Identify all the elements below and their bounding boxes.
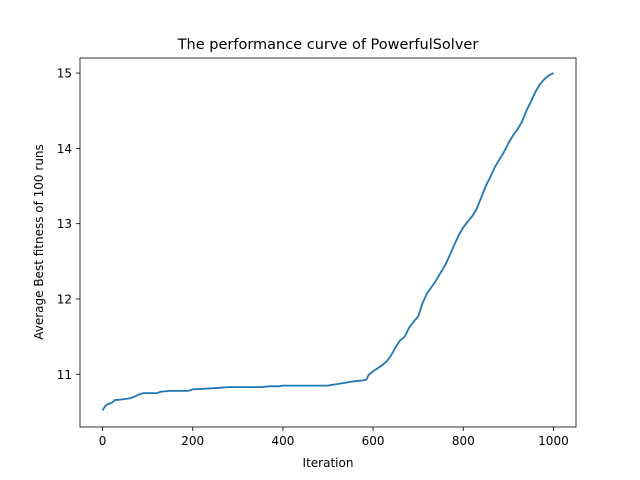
series-line xyxy=(101,72,554,411)
y-axis-label: Average Best fitness of 100 runs xyxy=(32,144,46,340)
y-tick-label: 13 xyxy=(57,217,72,231)
plot-area xyxy=(101,72,554,411)
x-tick-label: 0 xyxy=(99,434,107,448)
y-tick-label: 11 xyxy=(57,368,72,382)
y-tick-label: 14 xyxy=(57,142,72,156)
x-tick-label: 600 xyxy=(362,434,385,448)
y-tick-label: 15 xyxy=(57,67,72,81)
x-tick-label: 400 xyxy=(271,434,294,448)
x-tick-label: 1000 xyxy=(538,434,569,448)
x-tick-label: 800 xyxy=(452,434,475,448)
chart-title: The performance curve of PowerfulSolver xyxy=(177,37,479,53)
axes-frame xyxy=(79,57,577,428)
axis-ticks: 0 200 400 600 800 1000 11 12 13 14 15 xyxy=(57,67,569,448)
x-tick-label: 200 xyxy=(181,434,204,448)
x-axis-label: Iteration xyxy=(303,456,354,470)
y-tick-label: 12 xyxy=(57,292,72,306)
